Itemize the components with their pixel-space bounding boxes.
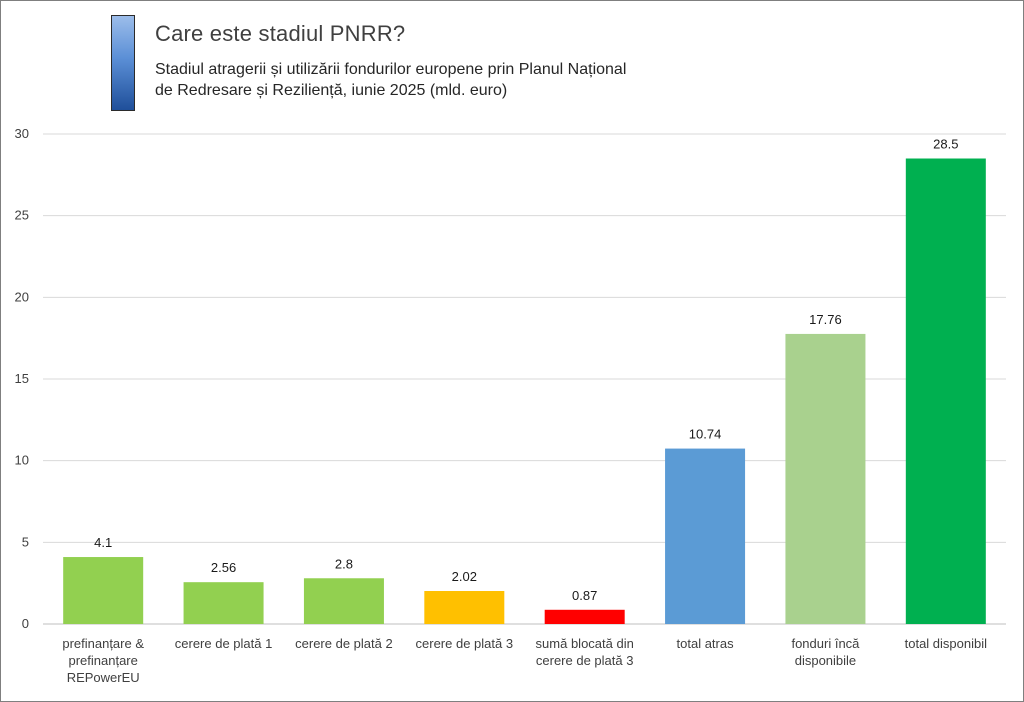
subtitle-line-2: de Redresare și Reziliență, iunie 2025 (… — [155, 82, 508, 99]
category-label: prefinanțare & prefinanțare REPowerEU — [48, 635, 158, 686]
bar — [303, 578, 384, 624]
data-label: 2.02 — [452, 569, 477, 584]
data-label: 0.87 — [572, 588, 597, 603]
category-label: sumă blocată din cerere de plată 3 — [530, 635, 640, 669]
chart-title: Care este stadiul PNRR? — [155, 21, 406, 46]
bar — [665, 448, 746, 624]
category-label: total disponibil — [891, 635, 1001, 652]
category-label: cerere de plată 3 — [409, 635, 519, 652]
title-accent-bar — [111, 15, 135, 111]
bar — [785, 333, 866, 624]
data-label: 17.76 — [809, 312, 842, 327]
data-label: 2.56 — [211, 560, 236, 575]
data-label: 10.74 — [689, 427, 722, 442]
category-label-line: cerere de plată 3 — [415, 636, 514, 651]
category-label-line: prefinanțare — [68, 653, 138, 668]
data-label: 2.8 — [335, 556, 353, 571]
subtitle-line-1: Stadiul atragerii și utilizării fonduril… — [155, 61, 627, 78]
chart-subtitle: Stadiul atragerii și utilizării fonduril… — [155, 59, 715, 101]
y-tick-label: 0 — [22, 616, 29, 631]
category-label-line: prefinanțare & — [62, 636, 145, 651]
bar — [183, 582, 264, 624]
y-tick-label: 20 — [15, 289, 29, 304]
category-label-line: REPowerEU — [66, 670, 140, 685]
y-tick-label: 5 — [22, 534, 29, 549]
bar — [424, 591, 505, 624]
category-label-line: cerere de plată 2 — [295, 636, 393, 651]
category-label-line: total disponibil — [904, 636, 987, 651]
bar — [544, 609, 625, 624]
category-label-line: total atras — [676, 636, 734, 651]
data-label: 4.1 — [94, 535, 112, 550]
y-tick-label: 15 — [15, 371, 29, 386]
category-label-line: sumă blocată din — [535, 636, 634, 651]
category-label-line: cerere de plată 3 — [535, 653, 634, 668]
category-label-line: cerere de plată 1 — [174, 636, 273, 651]
category-label: fonduri încă disponibile — [770, 635, 880, 669]
category-label-line: disponibile — [794, 653, 857, 668]
y-tick-label: 25 — [15, 208, 29, 223]
y-tick-label: 10 — [15, 453, 29, 468]
bar — [905, 158, 986, 624]
category-label: cerere de plată 2 — [289, 635, 399, 652]
category-label: total atras — [650, 635, 760, 652]
category-label: cerere de plată 1 — [169, 635, 279, 652]
bar — [63, 557, 144, 624]
data-label: 28.5 — [933, 137, 958, 152]
y-tick-label: 30 — [15, 126, 29, 141]
category-label-line: fonduri încă — [791, 636, 860, 651]
